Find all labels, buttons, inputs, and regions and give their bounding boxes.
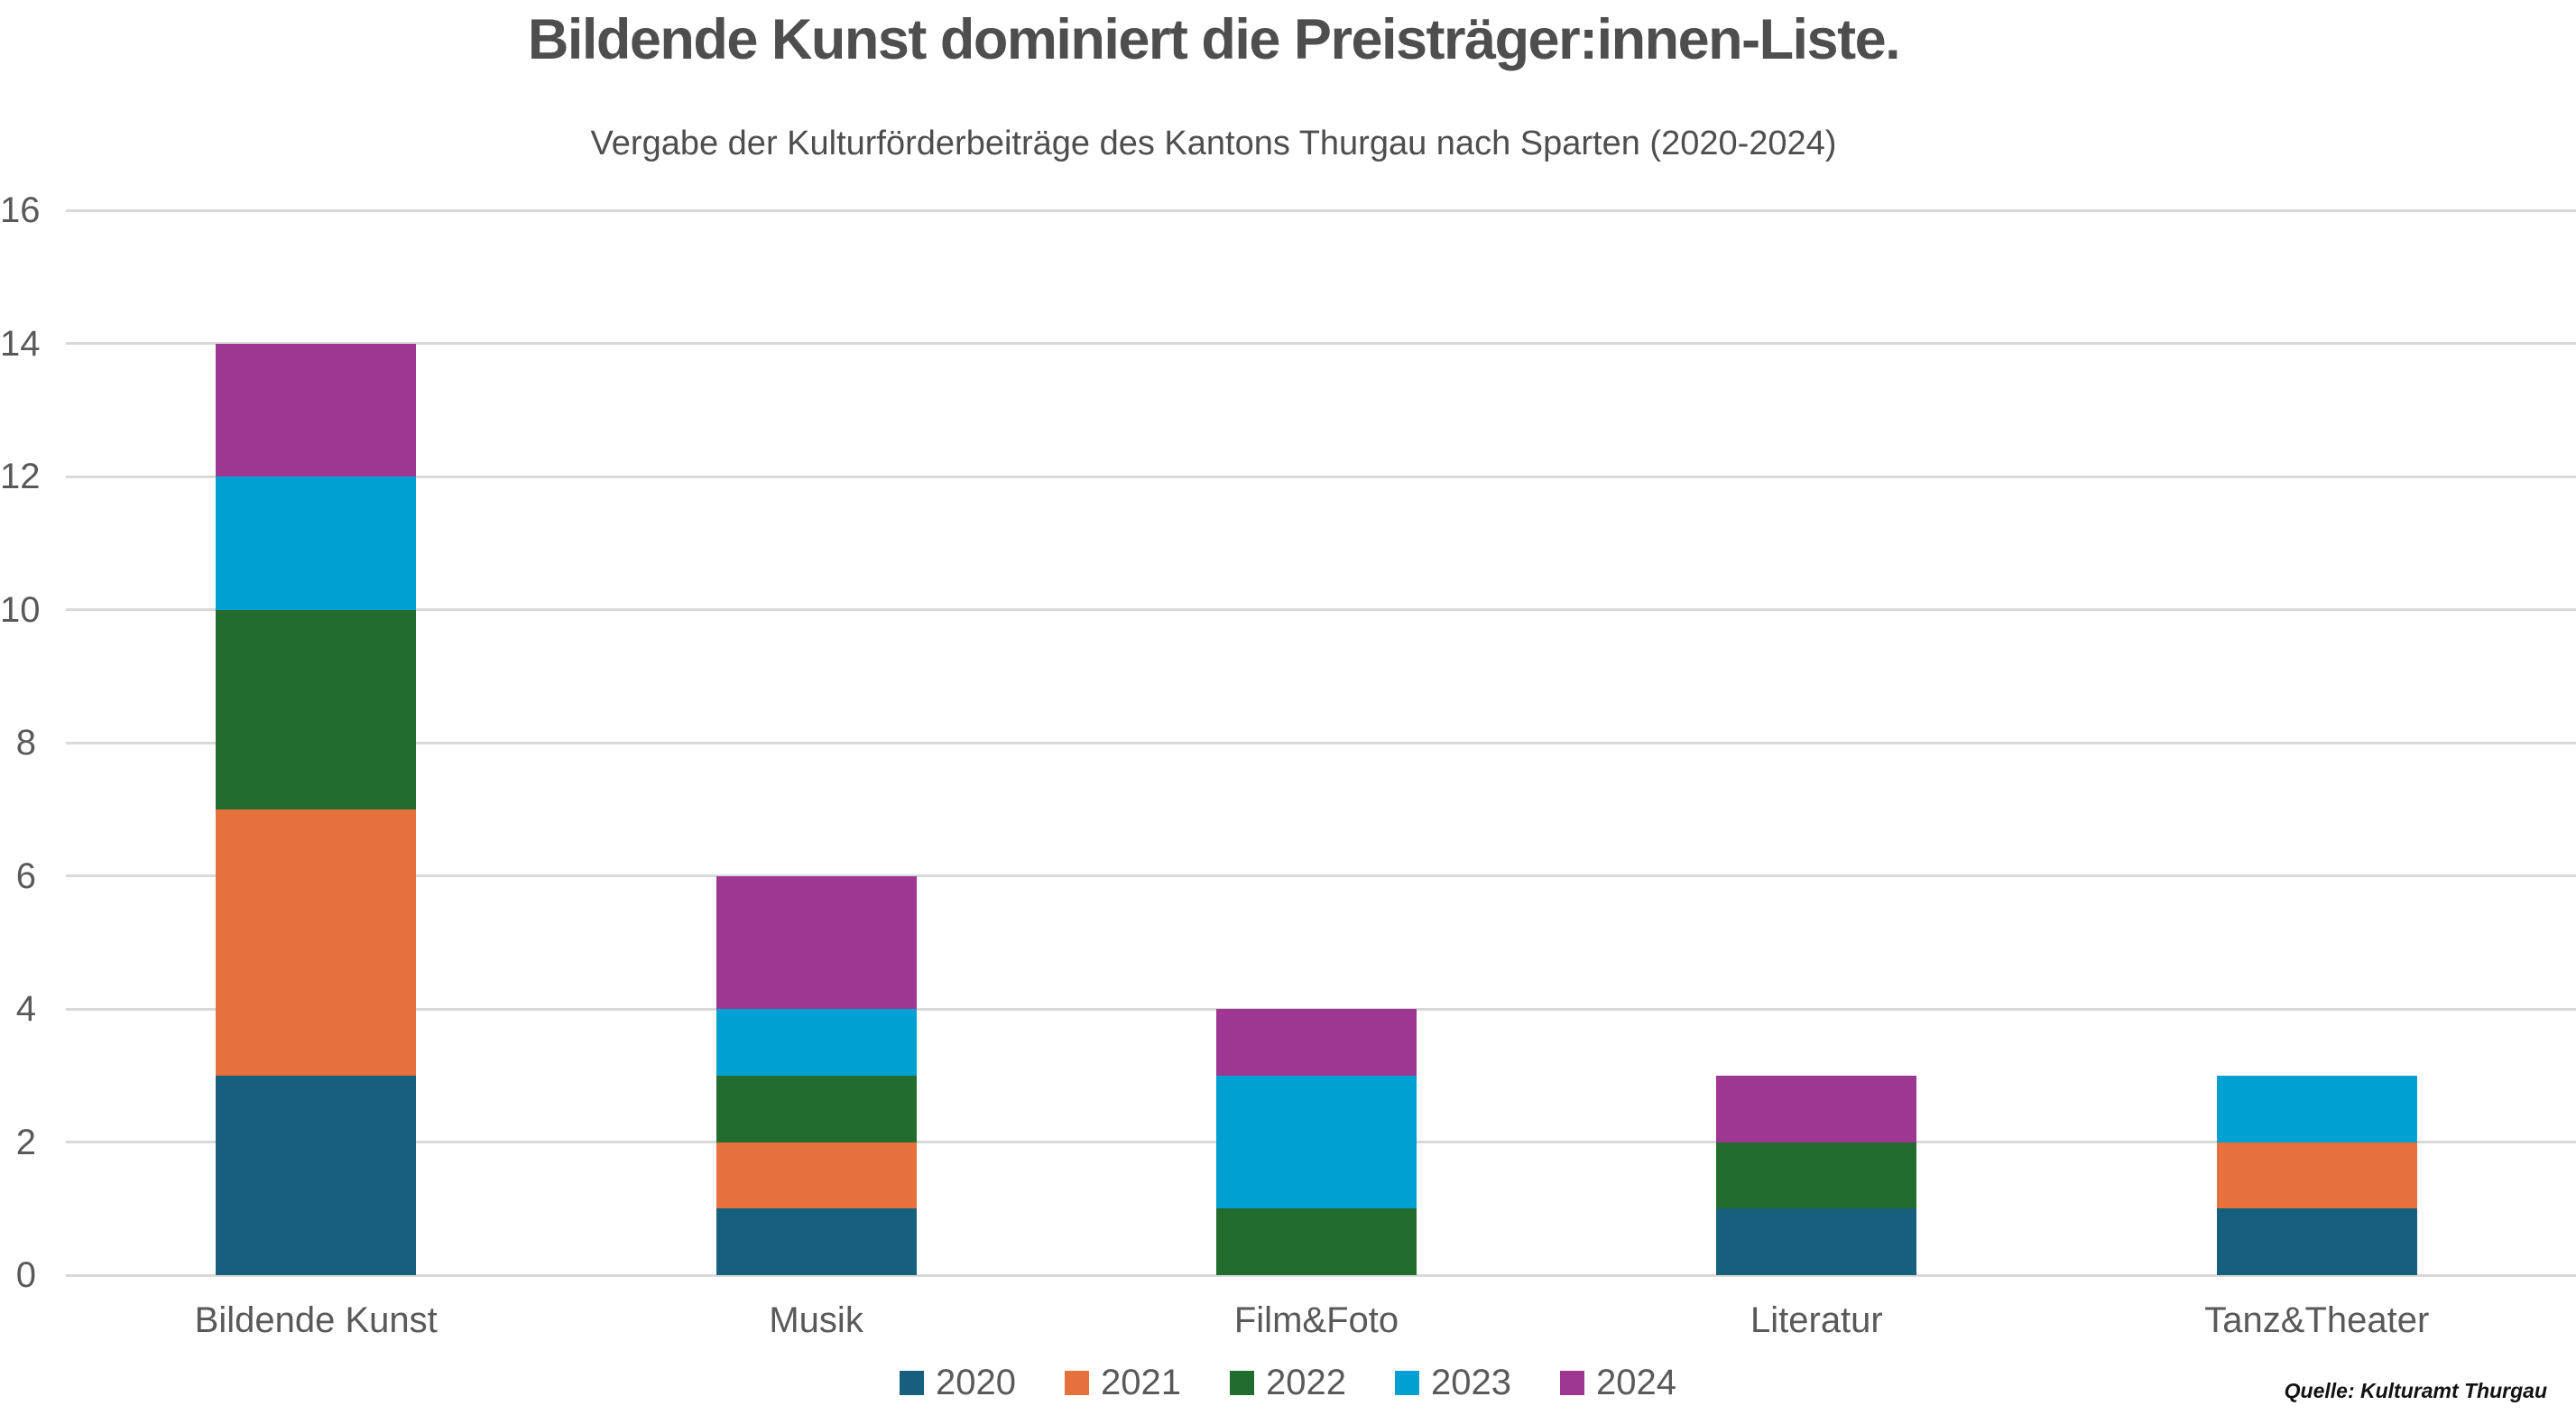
bar-segment-bildende-kunst-2024	[216, 343, 417, 476]
bar-segment-musik-2021	[716, 1142, 917, 1209]
gridline-16	[66, 208, 2576, 212]
bar-segment-tanz-theater-2023	[2216, 1075, 2417, 1142]
y-tick-label-10: 10	[0, 589, 41, 630]
y-tick-label-0: 0	[15, 1255, 36, 1295]
legend: 2020 2021 2022 2023 2024	[0, 1363, 2576, 1403]
bar-segment-bildende-kunst-2022	[216, 609, 417, 809]
legend-label-2021: 2021	[1101, 1363, 1181, 1402]
chart-title: Bildende Kunst dominiert die Preisträger…	[527, 8, 1901, 71]
bar-segment-musik-2024	[716, 875, 917, 1009]
bar-segment-literatur-2022	[1716, 1142, 1917, 1209]
legend-swatch-2023	[1394, 1371, 1419, 1395]
x-axis-label-tanz-theater: Tanz&Theater	[2204, 1300, 2430, 1340]
legend-item-2023: 2023	[1394, 1363, 1511, 1403]
bar-segment-literatur-2020	[1716, 1208, 1917, 1275]
bar-segment-film-foto-2022	[1216, 1208, 1417, 1275]
source-note: Quelle: Kulturamt Thurgau	[2284, 1379, 2547, 1402]
legend-label-2024: 2024	[1595, 1363, 1676, 1402]
legend-label-2022: 2022	[1266, 1363, 1346, 1402]
bar-segment-musik-2022	[716, 1075, 917, 1142]
legend-label-2023: 2023	[1430, 1363, 1511, 1402]
legend-swatch-2020	[900, 1371, 925, 1395]
legend-item-2024: 2024	[1559, 1363, 1676, 1403]
gridline-10	[66, 608, 2576, 611]
gridline-12	[66, 475, 2576, 478]
gridline-0	[66, 1273, 2576, 1277]
legend-item-2022: 2022	[1230, 1363, 1346, 1403]
bar-segment-bildende-kunst-2020	[216, 1075, 417, 1275]
legend-label-2020: 2020	[936, 1363, 1017, 1402]
x-axis-label-literatur: Literatur	[1750, 1300, 1883, 1340]
legend-swatch-2022	[1230, 1371, 1254, 1395]
x-axis-label-film-foto: Film&Foto	[1233, 1300, 1399, 1340]
bar-segment-tanz-theater-2020	[2216, 1208, 2417, 1275]
y-tick-label-16: 16	[0, 190, 41, 230]
gridline-6	[66, 874, 2576, 877]
bar-segment-film-foto-2023	[1216, 1075, 1417, 1209]
legend-item-2020: 2020	[900, 1363, 1016, 1403]
gridline-14	[66, 342, 2576, 345]
x-axis-label-musik: Musik	[769, 1300, 863, 1340]
bar-segment-literatur-2024	[1716, 1075, 1917, 1142]
gridline-8	[66, 741, 2576, 744]
chart-subtitle: Vergabe der Kulturförderbeiträge des Kan…	[590, 125, 1837, 162]
bar-segment-musik-2020	[716, 1208, 917, 1275]
bar-segment-bildende-kunst-2023	[216, 476, 417, 610]
bar-segment-film-foto-2024	[1216, 1009, 1417, 1076]
bar-segment-bildende-kunst-2021	[216, 809, 417, 1076]
legend-swatch-2021	[1065, 1371, 1090, 1395]
y-tick-label-2: 2	[15, 1122, 36, 1162]
y-tick-label-14: 14	[0, 323, 41, 364]
y-tick-label-4: 4	[15, 989, 36, 1029]
y-tick-label-8: 8	[15, 723, 36, 763]
x-axis-label-bildende-kunst: Bildende Kunst	[194, 1300, 438, 1340]
bar-segment-musik-2023	[716, 1009, 917, 1076]
y-tick-label-12: 12	[0, 457, 41, 496]
legend-item-2021: 2021	[1065, 1363, 1181, 1403]
bar-segment-tanz-theater-2021	[2216, 1142, 2417, 1209]
y-tick-label-6: 6	[15, 855, 36, 896]
legend-swatch-2024	[1559, 1371, 1584, 1395]
